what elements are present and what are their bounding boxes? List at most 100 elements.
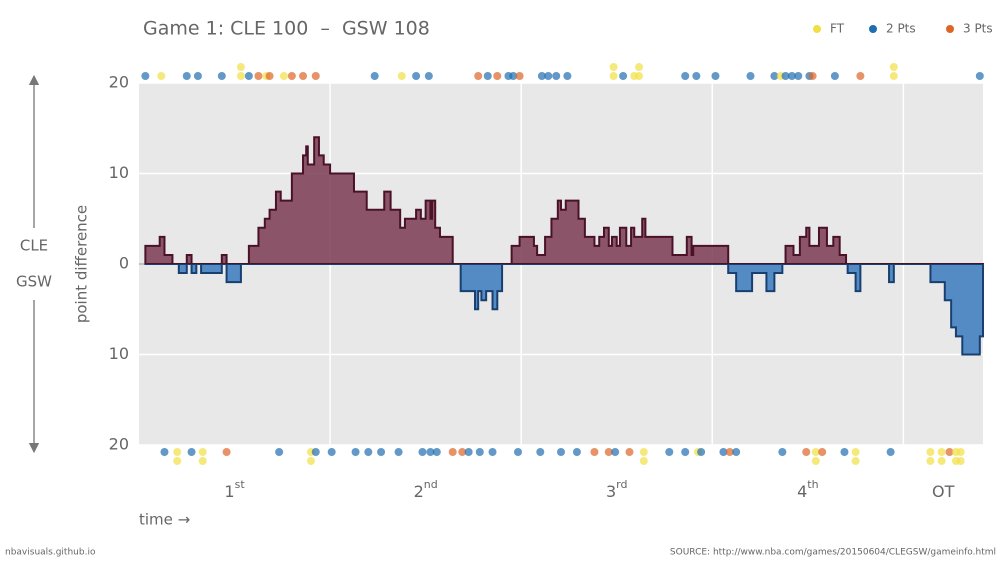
score-dot xyxy=(364,448,373,456)
score-dot xyxy=(778,448,787,456)
legend-dot xyxy=(869,25,877,33)
score-dot xyxy=(604,448,613,456)
score-dot xyxy=(557,448,565,456)
legend-dot xyxy=(946,25,954,33)
period-label: 1st xyxy=(224,478,245,501)
score-dot xyxy=(537,72,546,80)
score-dot xyxy=(544,72,553,80)
score-dot xyxy=(464,448,473,456)
y-tick-label: 20 xyxy=(109,73,129,92)
score-dot xyxy=(424,72,433,80)
score-dot xyxy=(173,457,182,465)
score-dot xyxy=(187,448,196,456)
score-dot xyxy=(639,457,648,465)
score-dot xyxy=(394,448,403,456)
up-team-label: CLE xyxy=(20,237,48,255)
score-dot xyxy=(937,457,946,465)
score-dot xyxy=(794,72,803,80)
score-dot xyxy=(287,72,296,80)
score-dot xyxy=(781,72,790,80)
score-dot xyxy=(975,72,984,80)
score-dot xyxy=(182,72,191,80)
score-dot xyxy=(956,448,965,456)
period-number: 2 xyxy=(414,482,424,501)
score-dot xyxy=(432,448,441,456)
period-number: 4 xyxy=(797,482,807,501)
score-dot xyxy=(198,457,207,465)
period-suffix: nd xyxy=(424,478,438,491)
score-dot xyxy=(697,448,706,456)
score-dot xyxy=(770,72,779,80)
score-dot xyxy=(222,448,231,456)
period-suffix: th xyxy=(807,478,818,491)
score-dot xyxy=(926,448,935,456)
score-dot xyxy=(808,72,817,80)
score-dot xyxy=(787,72,796,80)
score-dot xyxy=(889,63,898,71)
score-dot xyxy=(157,72,166,80)
score-dot xyxy=(475,448,484,456)
score-dot xyxy=(830,72,839,80)
period-label: 2nd xyxy=(414,478,438,501)
score-dot xyxy=(279,72,288,80)
y-tick-label: 10 xyxy=(109,344,129,363)
period-suffix: rd xyxy=(616,478,627,491)
score-dot xyxy=(327,448,336,456)
score-dot xyxy=(426,448,435,456)
legend-label: 2 Pts xyxy=(886,22,916,36)
score-dot xyxy=(141,72,150,80)
score-dot xyxy=(377,448,386,456)
score-dot xyxy=(635,72,644,80)
score-dot xyxy=(351,448,360,456)
legend-label: 3 Pts xyxy=(963,22,993,36)
score-dot xyxy=(483,72,492,80)
score-dot xyxy=(418,448,427,456)
score-dot xyxy=(236,72,245,80)
score-dot xyxy=(711,72,720,80)
score-dot xyxy=(811,457,820,465)
score-dot xyxy=(198,448,207,456)
score-dot xyxy=(802,448,811,456)
period-suffix: st xyxy=(235,478,246,491)
score-dot xyxy=(514,448,523,456)
score-dot xyxy=(956,457,965,465)
score-dot xyxy=(692,72,701,80)
score-dot xyxy=(509,72,518,80)
score-dot xyxy=(611,448,620,456)
score-dot xyxy=(193,72,202,80)
score-dot xyxy=(851,448,860,456)
score-dot xyxy=(732,448,741,456)
score-dot xyxy=(160,448,169,456)
score-dot xyxy=(552,72,561,80)
score-dot xyxy=(818,448,827,456)
score-dot xyxy=(474,72,483,80)
score-dot xyxy=(275,448,284,456)
score-dot xyxy=(719,448,728,456)
period-number: OT xyxy=(932,482,955,501)
score-dot xyxy=(173,448,182,456)
chart-title: Game 1: CLE 100 – GSW 108 xyxy=(143,18,430,40)
score-dot xyxy=(244,72,253,80)
score-dot xyxy=(412,72,421,80)
score-dot xyxy=(515,72,524,80)
y-tick-label: 10 xyxy=(109,163,129,182)
period-label: 4th xyxy=(797,478,819,501)
lead-area xyxy=(144,136,984,356)
score-dot xyxy=(811,448,820,456)
score-dot xyxy=(926,457,935,465)
score-dot xyxy=(886,448,895,456)
score-dot xyxy=(665,448,674,456)
score-dot xyxy=(299,72,308,80)
score-dot xyxy=(493,72,502,80)
period-number: 3 xyxy=(606,482,616,501)
score-dot xyxy=(448,448,457,456)
legend-dot xyxy=(813,25,821,33)
score-dot xyxy=(370,72,379,80)
down-team-label: GSW xyxy=(16,273,52,291)
score-dot xyxy=(889,72,898,80)
y-axis-label: point difference xyxy=(73,205,91,323)
period-label: 3rd xyxy=(606,478,628,501)
score-dot xyxy=(725,448,734,456)
score-dot xyxy=(397,72,406,80)
score-dot xyxy=(254,72,263,80)
